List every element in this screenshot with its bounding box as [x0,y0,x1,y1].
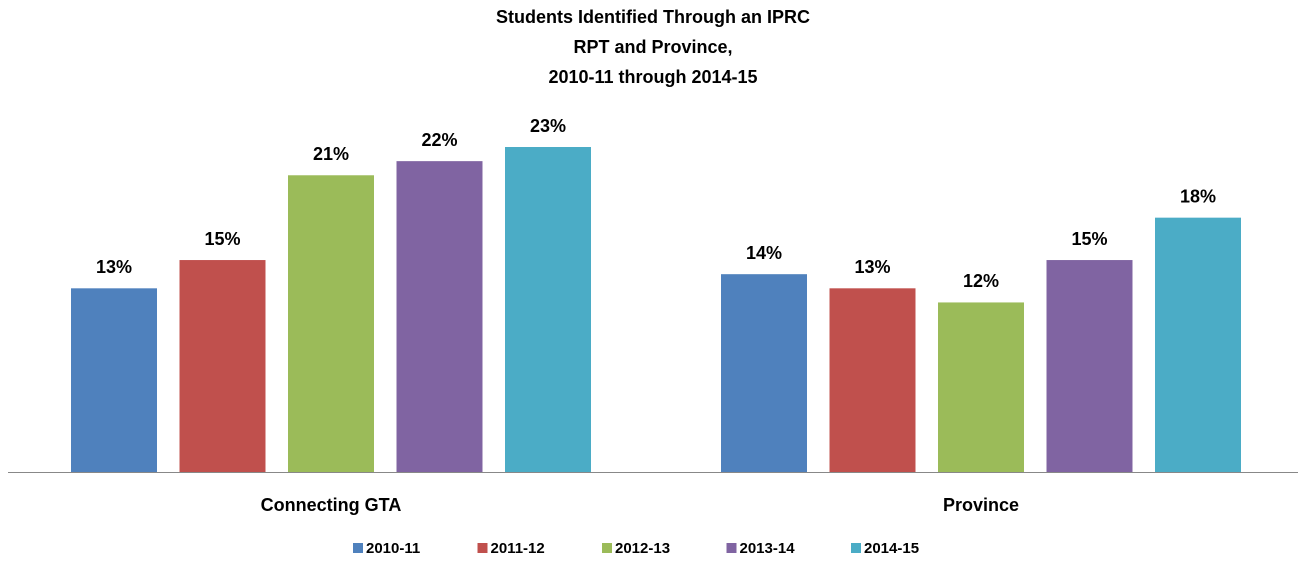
legend-swatch [477,543,488,553]
data-label: 22% [421,130,457,150]
bar [505,147,591,472]
legend-swatch [726,543,737,553]
bar [1155,217,1241,472]
chart-title: RPT and Province, [573,37,732,57]
x-tick-label: Province [943,495,1019,515]
legend-label: 2010-11 [366,540,420,557]
legend-label: 2014-15 [864,540,919,557]
data-label: 14% [746,243,782,263]
chart-title: 2010-11 through 2014-15 [548,67,757,87]
bar [938,302,1024,472]
data-label: 13% [854,257,890,277]
bar [288,175,374,472]
legend-swatch [851,543,861,553]
x-tick-label: Connecting GTA [261,495,402,515]
data-label: 13% [96,257,132,277]
legend-label: 2012-13 [615,540,670,557]
chart-title: Students Identified Through an IPRC [496,7,810,27]
data-label: 15% [204,229,240,249]
bar [829,288,916,472]
data-label: 18% [1180,186,1216,206]
bar [179,260,266,472]
data-label: 23% [530,116,566,136]
legend-label: 2011-12 [491,540,545,557]
bar [721,274,807,472]
bar [396,161,483,472]
legend-swatch [602,543,612,553]
bar [71,288,157,472]
bar [1046,260,1133,472]
legend-label: 2013-14 [740,540,796,557]
legend-swatch [353,543,363,553]
data-label: 15% [1071,229,1107,249]
data-label: 12% [963,271,999,291]
data-label: 21% [313,144,349,164]
